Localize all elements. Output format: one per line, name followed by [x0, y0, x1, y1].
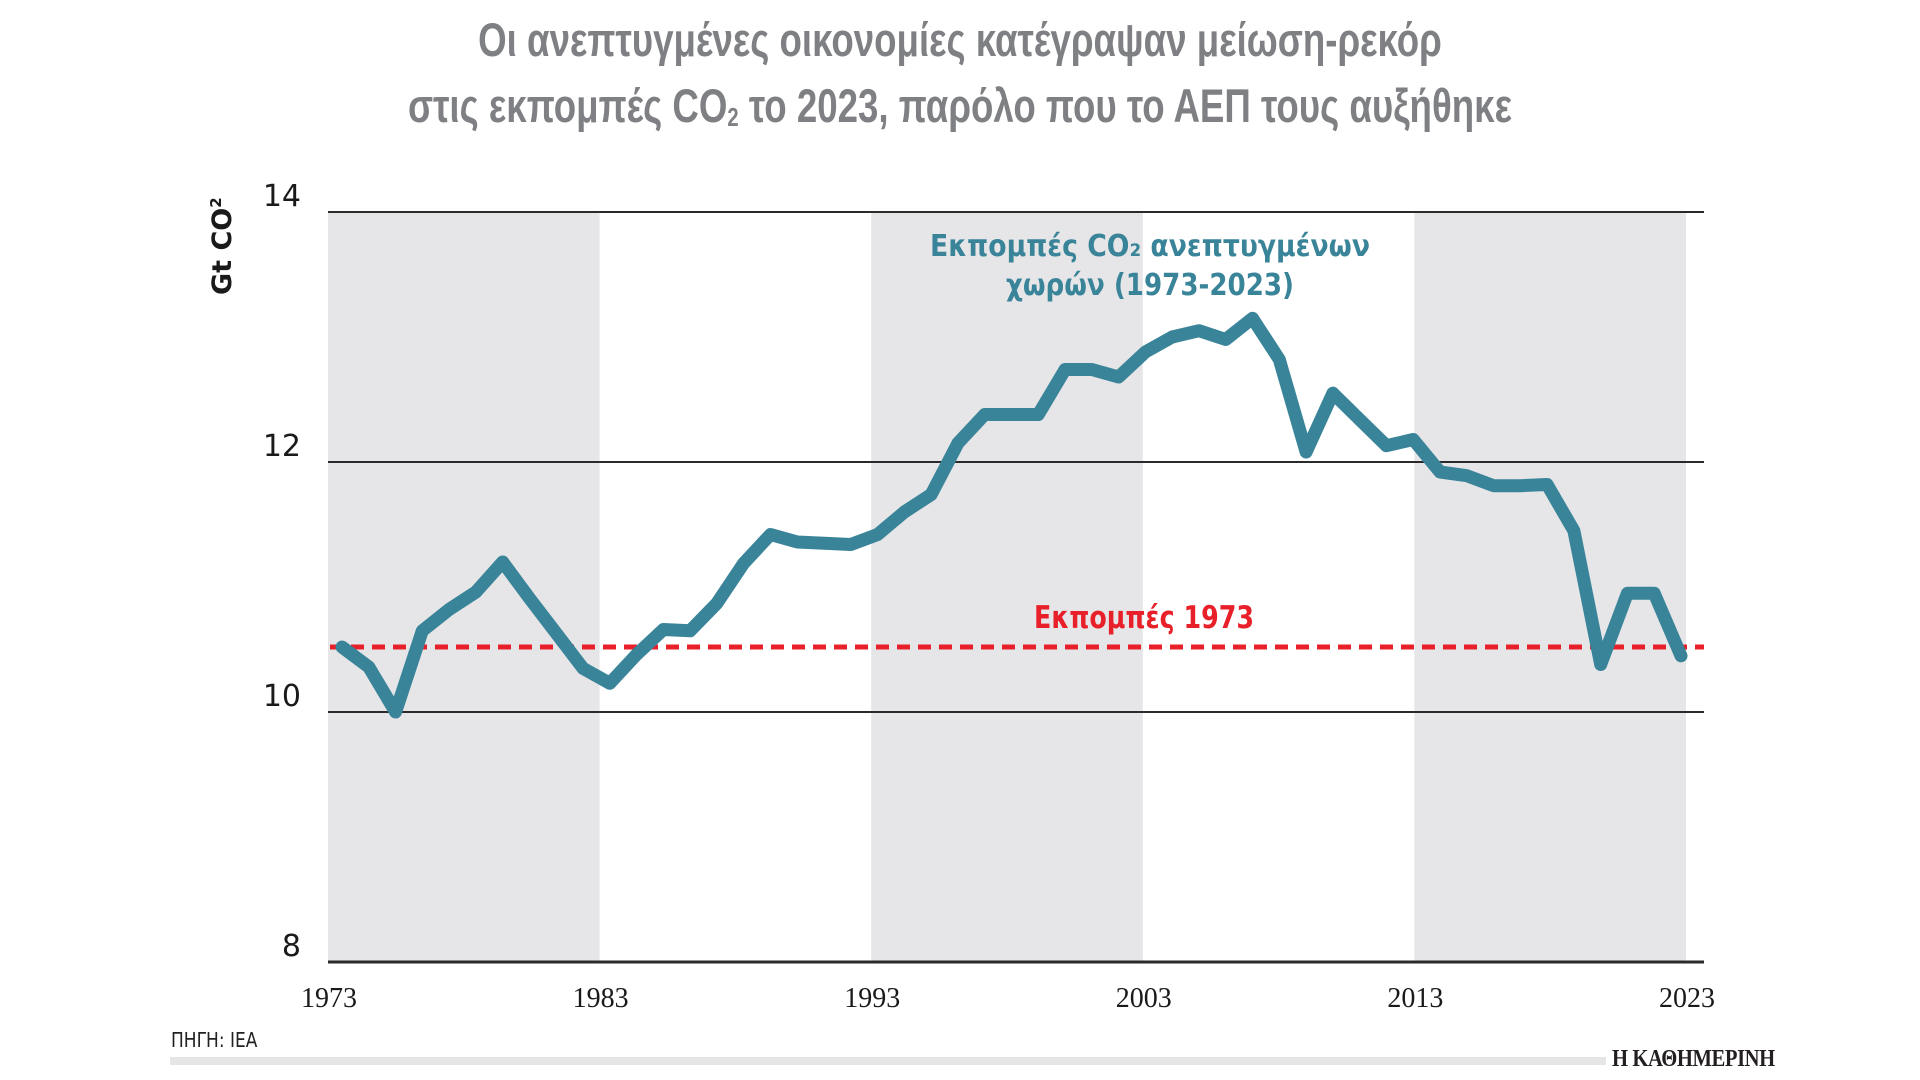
series-label-line-1: Εκπομπές CO₂ ανεπτυγμένων [930, 229, 1370, 264]
title-co2-subscript: 2 [727, 102, 739, 132]
x-tick-label: 2003 [1116, 983, 1172, 1014]
decade-band [328, 212, 600, 962]
x-tick-label: 1983 [573, 983, 629, 1014]
decade-bands [328, 212, 1686, 962]
footer-divider [170, 1057, 1606, 1065]
x-tick-label: 1993 [844, 983, 900, 1014]
series-points [341, 318, 1682, 713]
x-tick-label: 2023 [1659, 983, 1715, 1014]
chart-title-line-1: Οι ανεπτυγμένες οικονομίες κατέγραψαν με… [478, 13, 1442, 66]
publisher-logo: Η ΚΑΘΗΜΕΡΙΝΗ [1612, 1046, 1775, 1072]
title-line-2-start: στις εκπομπές CO [407, 79, 728, 132]
y-tick-label: 10 [263, 679, 301, 714]
x-tick-label: 2013 [1387, 983, 1443, 1014]
source-note: ΠΗΓΗ: IEA [171, 1028, 258, 1052]
y-tick-label: 14 [263, 179, 301, 214]
series-label-line-2: χωρών (1973-2023) [1006, 268, 1294, 303]
x-tick-label: 1973 [301, 983, 357, 1014]
title-line-2-end: το 2023, παρόλο που το ΑΕΠ τους αυξήθηκε [738, 79, 1512, 132]
y-tick-labels: 8 10 12 14 [263, 179, 301, 964]
decade-band [871, 212, 1143, 962]
x-tick-labels: 1973 1983 1993 2003 2013 2023 [301, 983, 1715, 1014]
gridlines [328, 211, 1704, 964]
reference-line-label: Εκπομπές 1973 [1034, 600, 1254, 636]
chart-title-line-2: στις εκπομπές CO2 το 2023, παρόλο που το… [211, 79, 1709, 132]
y-tick-label: 8 [282, 929, 301, 964]
y-tick-label: 12 [263, 429, 301, 464]
